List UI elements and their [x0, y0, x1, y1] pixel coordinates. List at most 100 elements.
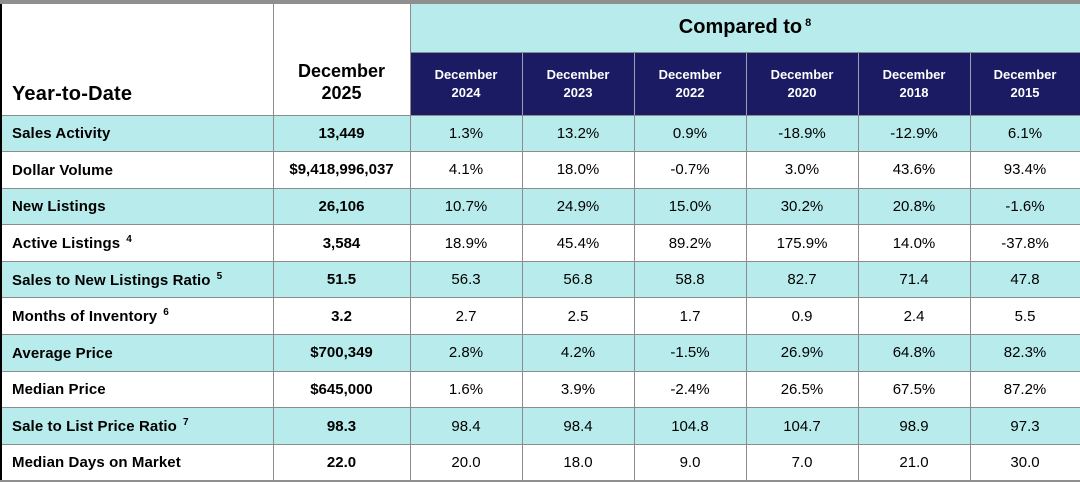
row-label-text: Months of Inventory: [12, 308, 158, 326]
row-label-text: Average Price: [12, 344, 113, 362]
comparison-value: 18.9%: [409, 224, 523, 262]
comparison-value: 97.3: [969, 407, 1080, 445]
comparison-value: 26.5%: [745, 370, 859, 409]
comparison-value: 45.4%: [521, 224, 635, 262]
comparison-value: 87.2%: [969, 370, 1080, 409]
comparison-value: 15.0%: [633, 187, 747, 226]
comparison-column-header: December 2023: [521, 51, 635, 116]
current-value: $9,418,996,037: [272, 151, 411, 189]
current-value: 13,449: [272, 114, 411, 153]
comparison-value: 2.4: [857, 297, 971, 336]
comparison-value: 93.4%: [969, 151, 1080, 189]
row-label-superscript: 7: [182, 417, 189, 429]
compared-to-label: Compared to: [678, 16, 803, 39]
row-label-text: Median Price: [12, 381, 106, 399]
row-label: Sale to List Price Ratio 7: [0, 407, 274, 445]
comparison-value: -12.9%: [857, 114, 971, 153]
corner-label: Year-to-Date: [0, 1, 274, 116]
comparison-value: -37.8%: [969, 224, 1080, 262]
table-row: New Listings 26,106 10.7% 24.9% 15.0% 30…: [0, 187, 1080, 226]
current-period-header: December 2025: [272, 1, 411, 116]
comparison-value: 89.2%: [633, 224, 747, 262]
comparison-value: 21.0: [857, 443, 971, 482]
row-label-superscript: 6: [163, 307, 169, 319]
row-label-text: Median Days on Market: [12, 454, 181, 472]
table-row: Sale to List Price Ratio 7 98.3 98.4 98.4…: [0, 407, 1080, 445]
comparison-value: 10.7%: [409, 187, 523, 226]
table-row: Average Price $700,349 2.8% 4.2% -1.5% 2…: [0, 334, 1080, 372]
comparison-value: 18.0: [521, 443, 635, 482]
comparison-value: 43.6%: [857, 151, 971, 189]
comparison-value: 30.2%: [745, 187, 859, 226]
comparison-value: 6.1%: [969, 114, 1080, 153]
comparison-value: 20.8%: [857, 187, 971, 226]
comparison-value: 1.7: [633, 297, 747, 336]
current-value: 26,106: [272, 187, 411, 226]
comparison-value: 4.1%: [409, 151, 523, 189]
comparison-value: 56.3: [409, 260, 523, 299]
comparison-value: 20.0: [409, 443, 523, 482]
current-value: 3.2: [272, 297, 411, 336]
row-label-superscript: 4: [126, 234, 132, 246]
comparison-value: 56.8: [521, 260, 635, 299]
comparison-value: 0.9%: [633, 114, 747, 153]
table-row: Sales to New Listings Ratio 5 51.5 56.3 5…: [0, 260, 1080, 299]
compared-to-superscript: 8: [805, 16, 812, 29]
table-row: Dollar Volume $9,418,996,037 4.1% 18.0% …: [0, 151, 1080, 189]
comparison-value: 58.8: [633, 260, 747, 299]
comparison-value: -1.6%: [969, 187, 1080, 226]
comparison-value: -2.4%: [633, 370, 747, 409]
row-label: New Listings: [0, 187, 274, 226]
comparison-value: -0.7%: [633, 151, 747, 189]
comparison-value: 5.5: [969, 297, 1080, 336]
comparison-value: 2.8%: [409, 334, 523, 372]
comparison-value: 67.5%: [857, 370, 971, 409]
comparison-value: 0.9: [745, 297, 859, 336]
comparison-column-header: December 2018: [857, 51, 971, 116]
row-label-text: Dollar Volume: [12, 161, 114, 179]
comparison-value: 3.9%: [521, 370, 635, 409]
row-label: Sales Activity: [0, 114, 274, 153]
comparison-column-header: December 2020: [745, 51, 859, 116]
row-label: Active Listings 4: [0, 224, 274, 262]
comparison-value: 104.7: [745, 407, 859, 445]
row-label-text: Sales to New Listings Ratio: [12, 271, 211, 289]
comparison-value: 18.0%: [521, 151, 635, 189]
comparison-value: 175.9%: [745, 224, 859, 262]
row-label: Dollar Volume: [0, 151, 274, 189]
comparison-value: 82.7: [745, 260, 859, 299]
comparison-value: 98.4: [521, 407, 635, 445]
comparison-value: 26.9%: [745, 334, 859, 372]
comparison-value: 1.6%: [409, 370, 523, 409]
comparison-column-header: December 2024: [409, 51, 523, 116]
comparison-value: 47.8: [969, 260, 1080, 299]
comparison-value: 30.0: [969, 443, 1080, 482]
row-label-text: Sales Activity: [12, 125, 111, 143]
comparison-value: 98.9: [857, 407, 971, 445]
table-row: Active Listings 4 3,584 18.9% 45.4% 89.2%…: [0, 224, 1080, 262]
comparison-value: 3.0%: [745, 151, 859, 189]
comparison-column-header: December 2015: [969, 51, 1080, 116]
current-value: $645,000: [272, 370, 411, 409]
current-value: 22.0: [272, 443, 411, 482]
row-label: Median Price: [0, 370, 274, 409]
table-row: Months of Inventory 6 3.2 2.7 2.5 1.7 0.9…: [0, 297, 1080, 336]
comparison-value: 1.3%: [409, 114, 523, 153]
comparison-value: 64.8%: [857, 334, 971, 372]
comparison-column-header: December 2022: [633, 51, 747, 116]
comparison-value: 4.2%: [521, 334, 635, 372]
comparison-value: 82.3%: [969, 334, 1080, 372]
comparison-value: 9.0: [633, 443, 747, 482]
comparison-value: 104.8: [633, 407, 747, 445]
comparison-value: 98.4: [409, 407, 523, 445]
header-row-comparison: December 2024 December 2023 December 202…: [1, 51, 1080, 116]
row-label: Months of Inventory 6: [0, 297, 274, 336]
table-row: Sales Activity 13,449 1.3% 13.2% 0.9% -1…: [0, 114, 1080, 153]
row-label-text: Active Listings: [12, 235, 121, 253]
comparison-value: 13.2%: [521, 114, 635, 153]
row-label: Median Days on Market: [0, 443, 274, 482]
comparison-value: 24.9%: [521, 187, 635, 226]
comparison-value: 71.4: [857, 260, 971, 299]
comparison-value: 14.0%: [857, 224, 971, 262]
